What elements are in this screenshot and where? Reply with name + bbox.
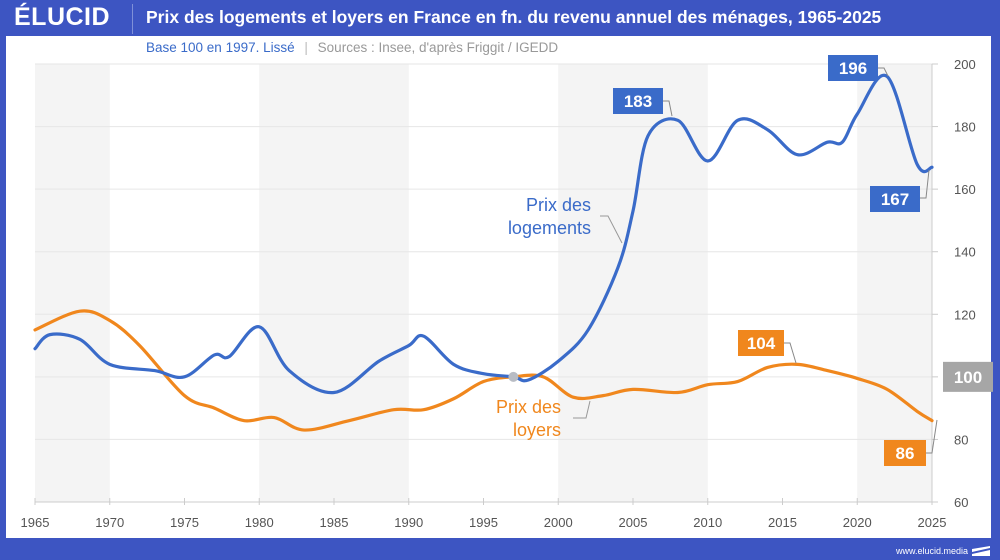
series-label-leader xyxy=(573,400,591,419)
annotation-box xyxy=(870,186,920,212)
chart-panel xyxy=(6,36,991,538)
x-tick-label: 1985 xyxy=(320,515,349,530)
annotation-box xyxy=(738,330,784,356)
y-tick-label: 200 xyxy=(954,57,976,72)
annotation-box xyxy=(884,440,926,466)
y-highlight-box xyxy=(943,361,993,392)
x-tick-label: 1975 xyxy=(170,515,199,530)
x-tick-label: 1980 xyxy=(245,515,274,530)
annotation-value: 86 xyxy=(896,444,915,463)
x-tick-label: 2010 xyxy=(693,515,722,530)
y-tick-label: 60 xyxy=(954,495,968,510)
y-tick-label: 80 xyxy=(954,432,968,447)
subtitle-sources: Sources : Insee, d'après Friggit / IGEDD xyxy=(317,40,559,55)
base-100-point xyxy=(508,371,519,382)
x-tick-label: 2005 xyxy=(619,515,648,530)
annotation-leader xyxy=(920,169,930,199)
shaded-band xyxy=(558,64,708,502)
annotation-box xyxy=(613,88,663,114)
annotation-leader xyxy=(784,342,797,364)
header-divider xyxy=(132,4,133,34)
series-label-loyers: Prix des loyers xyxy=(496,397,561,440)
y-tick-label: 180 xyxy=(954,120,976,135)
x-tick-label: 2015 xyxy=(768,515,797,530)
annotation-value: 167 xyxy=(881,190,909,209)
elucid-logo: ÉLUCID xyxy=(14,3,111,31)
shaded-band xyxy=(35,64,110,502)
x-tick-label: 2000 xyxy=(544,515,573,530)
subtitle-separator: | xyxy=(304,40,308,55)
elucid-mark-icon xyxy=(972,546,990,556)
x-tick-label: 2025 xyxy=(918,515,947,530)
header-bar: ÉLUCID Prix des logements et loyers en F… xyxy=(0,0,1000,36)
shaded-band xyxy=(857,64,932,502)
series-label-logements: Prix des logements xyxy=(508,195,591,238)
subtitle-base: Base 100 en 1997. Lissé xyxy=(146,40,295,55)
annotation-value: 183 xyxy=(624,92,652,111)
x-tick-label: 2020 xyxy=(843,515,872,530)
annotation-box xyxy=(828,55,878,81)
y-tick-label: 100 xyxy=(954,368,982,387)
y-tick-label: 120 xyxy=(954,307,976,322)
y-tick-label: 160 xyxy=(954,182,976,197)
x-tick-label: 1995 xyxy=(469,515,498,530)
annotation-value: 196 xyxy=(839,59,867,78)
x-tick-label: 1990 xyxy=(394,515,423,530)
annotation-leader xyxy=(878,67,889,77)
footer-url[interactable]: www.elucid.media xyxy=(895,546,968,556)
y-tick-label: 140 xyxy=(954,245,976,260)
annotation-value: 104 xyxy=(747,334,776,353)
x-tick-label: 1970 xyxy=(95,515,124,530)
x-tick-label: 1965 xyxy=(21,515,50,530)
annotation-leader xyxy=(926,419,938,454)
series-line-loyers xyxy=(33,309,934,432)
chart-subtitle: Base 100 en 1997. Lissé | Sources : Inse… xyxy=(146,40,558,55)
annotation-leader xyxy=(663,100,673,117)
shaded-band xyxy=(259,64,409,502)
series-line-logements xyxy=(33,73,934,395)
series-label-leader xyxy=(600,215,623,244)
chart-title: Prix des logements et loyers en France e… xyxy=(146,7,882,27)
